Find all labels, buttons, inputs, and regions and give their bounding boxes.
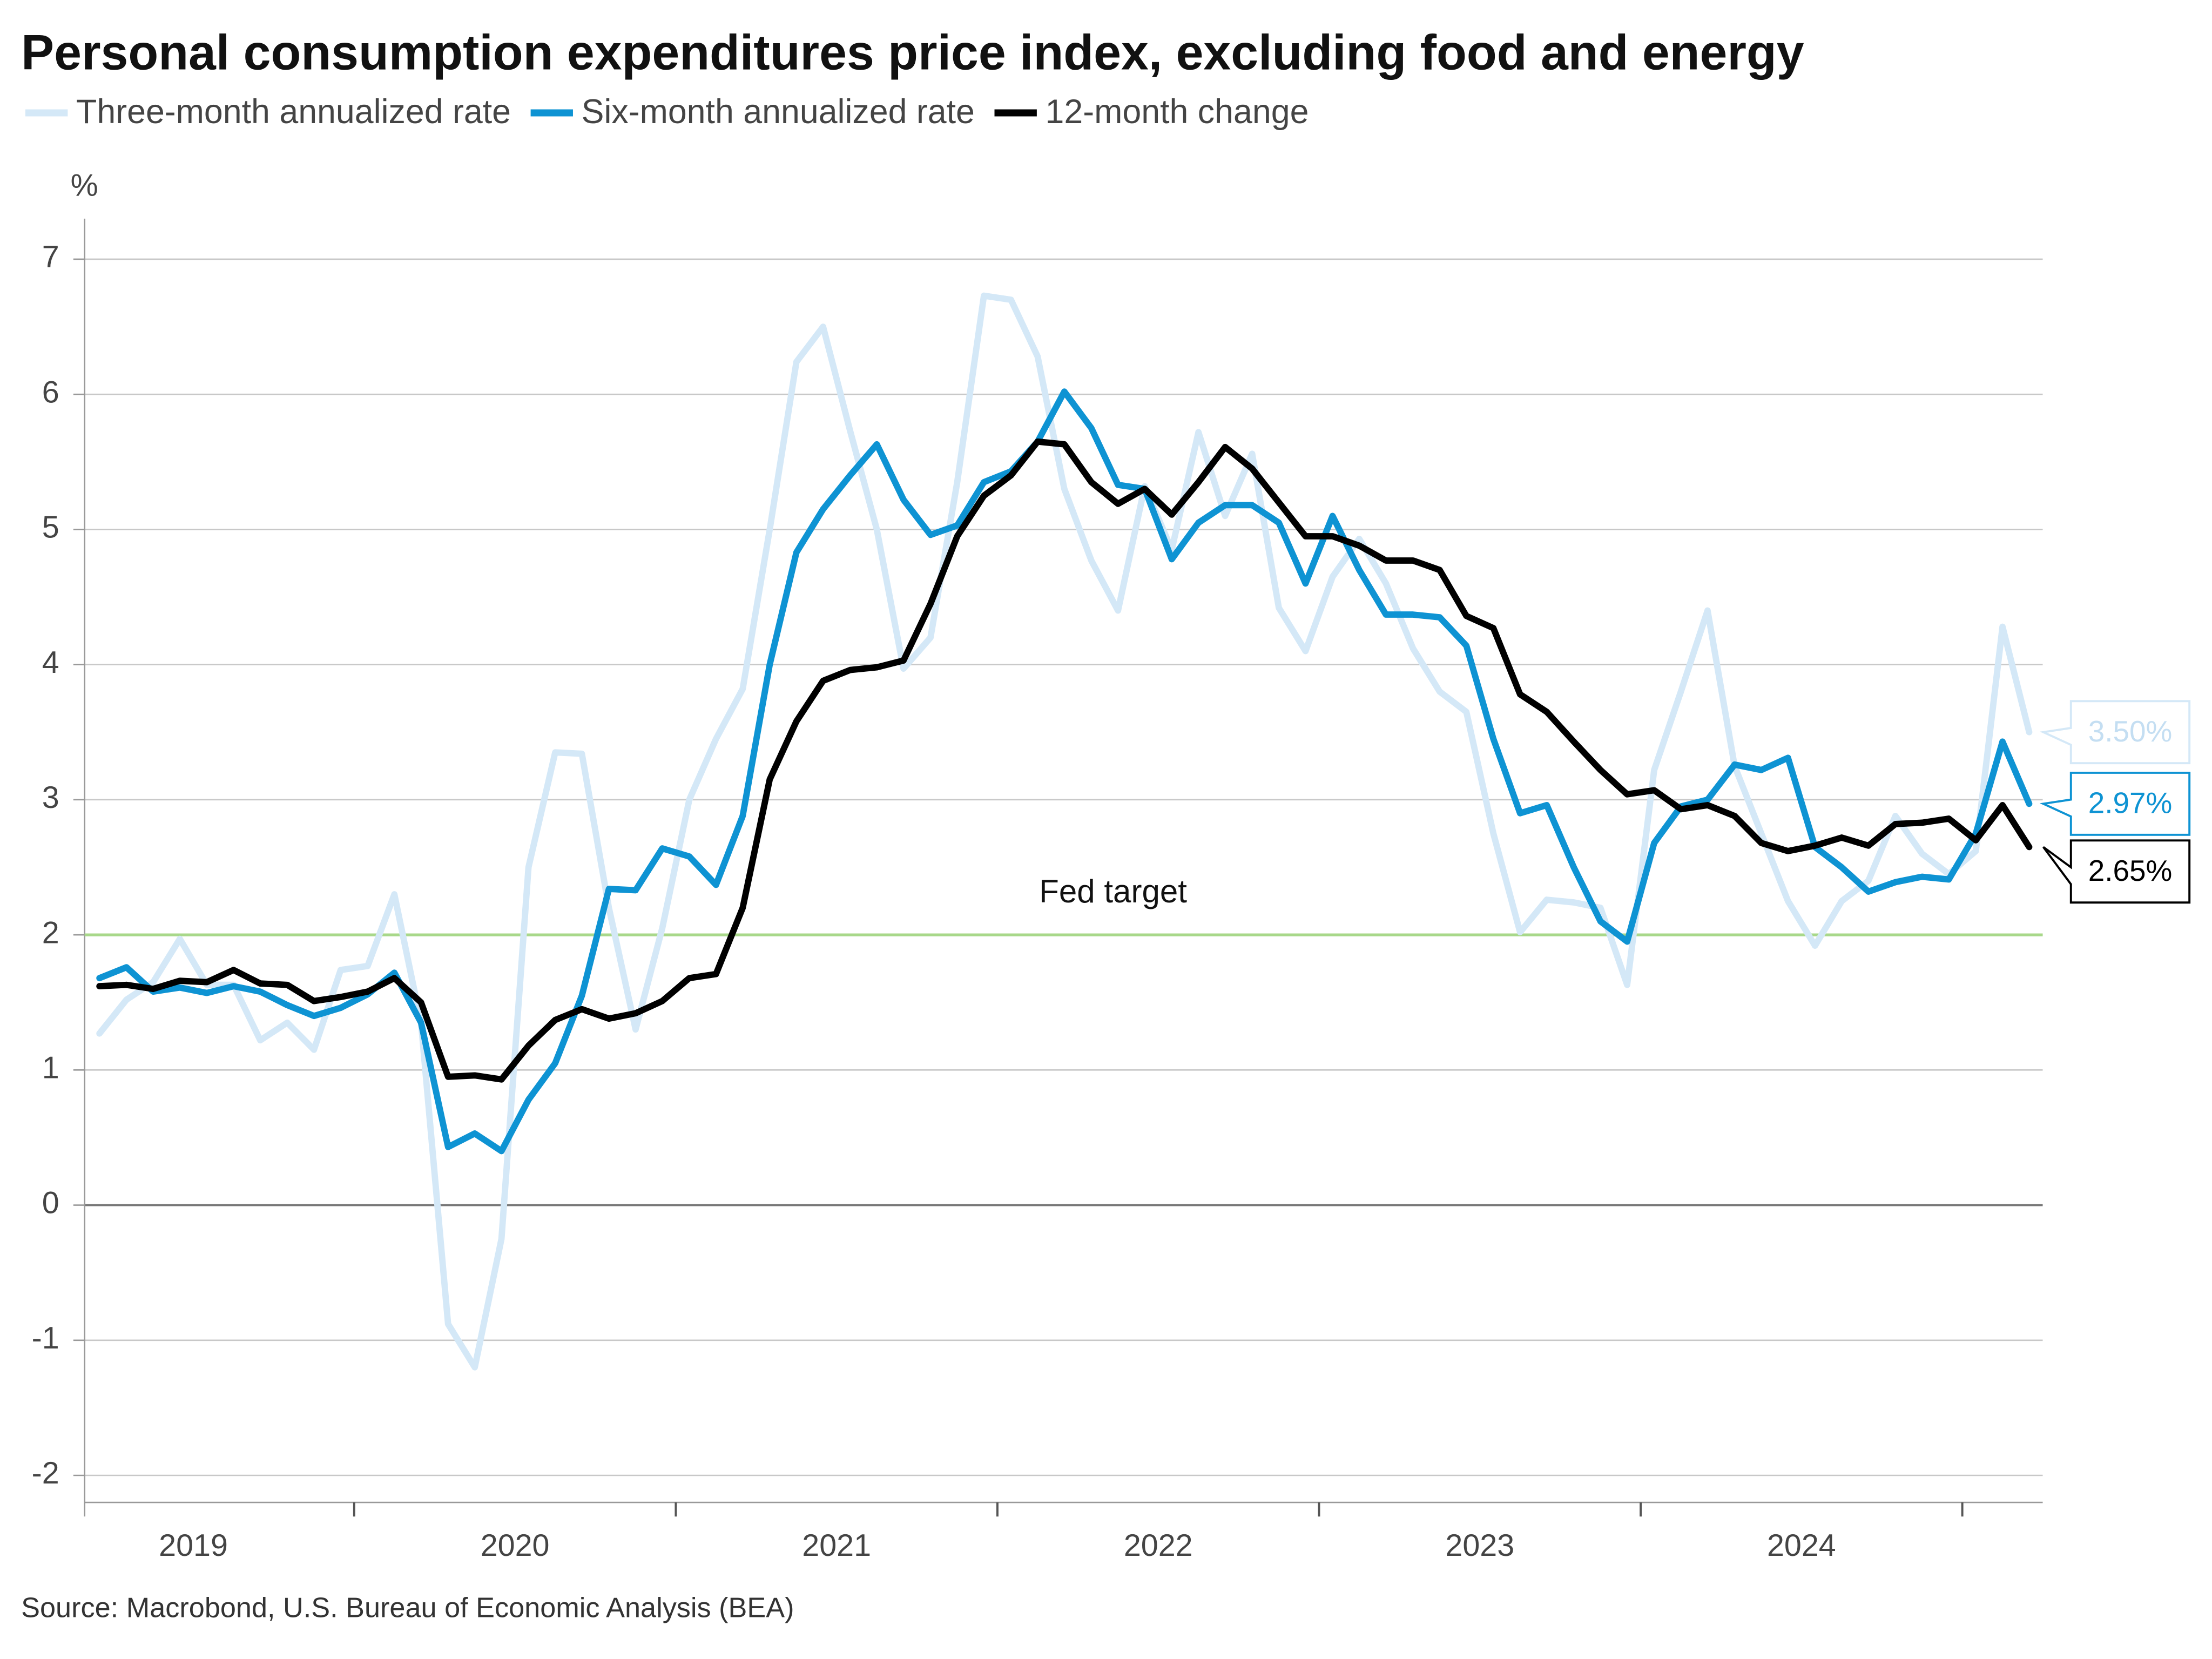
y-tick-label: 0 <box>42 1186 59 1220</box>
y-tick-label: 4 <box>42 645 59 680</box>
end-label-text: 3.50% <box>2088 714 2173 748</box>
source: Source: Macrobond, U.S. Bureau of Econom… <box>21 1592 794 1623</box>
x-tick-label: 2021 <box>802 1528 871 1563</box>
chart-title: Personal consumption expenditures price … <box>21 25 1804 80</box>
series-line <box>96 388 2033 1155</box>
x-tick-label: 2020 <box>481 1528 550 1563</box>
y-axis-label: % <box>71 168 98 203</box>
y-tick-label: 7 <box>42 240 59 274</box>
y-tick-label: 3 <box>42 780 59 815</box>
end-label-box <box>2042 839 2191 904</box>
y-tick-label: 5 <box>42 510 59 545</box>
y-tick-label: -2 <box>32 1456 59 1491</box>
end-label-text: 2.97% <box>2088 786 2173 819</box>
y-tick-label: -1 <box>32 1321 59 1355</box>
x-tick-label: 2024 <box>1767 1528 1836 1563</box>
legend: Three-month annualized rate Six-month ann… <box>25 93 1309 131</box>
end-label: 2.65% <box>2042 839 2191 904</box>
end-label-text: 2.65% <box>2088 854 2173 887</box>
end-label-box <box>2039 771 2191 836</box>
x-tick-label: 2022 <box>1124 1528 1193 1563</box>
series-line <box>96 292 2033 1371</box>
legend-label: Three-month annualized rate <box>76 93 511 131</box>
legend-label: 12-month change <box>1046 93 1309 131</box>
end-label-box <box>2039 700 2191 765</box>
series-line <box>96 438 2033 1083</box>
annotation: Fed target <box>1039 873 1187 909</box>
x-tick-label: 2023 <box>1445 1528 1514 1563</box>
y-tick-label: 6 <box>42 375 59 409</box>
legend-label: Six-month annualized rate <box>582 93 975 131</box>
y-tick-label: 2 <box>42 915 59 950</box>
x-tick-label: 2019 <box>159 1528 228 1563</box>
y-tick-label: 1 <box>42 1050 59 1085</box>
end-label: 2.97% <box>2039 771 2191 836</box>
end-label: 3.50% <box>2039 700 2191 765</box>
